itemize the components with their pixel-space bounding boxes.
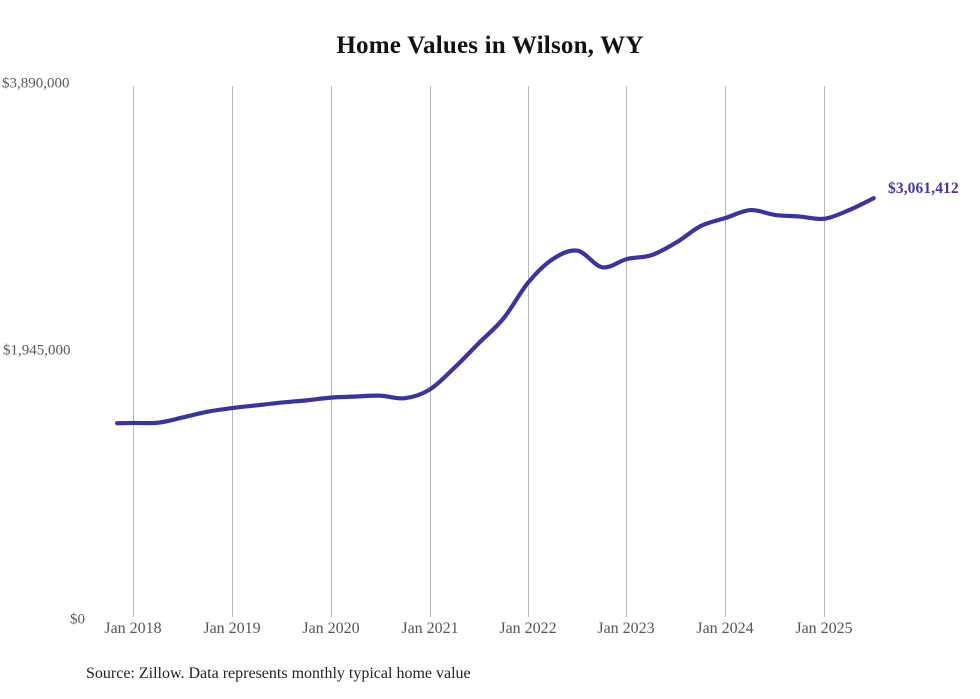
end-value-annotation: $3,061,412 <box>888 180 959 197</box>
chart-caption: Source: Zillow. Data represents monthly … <box>86 665 471 682</box>
x-tick-label-jan-2021: Jan 2021 <box>401 620 459 637</box>
home-value-line <box>114 196 876 426</box>
gridlines <box>133 86 825 617</box>
y-tick-label-top: $3,890,000 <box>2 75 70 92</box>
x-tick-label-jan-2022: Jan 2022 <box>499 620 557 637</box>
x-tick-label-jan-2020: Jan 2020 <box>302 620 360 637</box>
x-tick-label-jan-2018: Jan 2018 <box>104 620 162 637</box>
x-tick-label-jan-2025: Jan 2025 <box>795 620 853 637</box>
y-tick-label-mid: $1,945,000 <box>3 342 71 359</box>
x-tick-label-jan-2023: Jan 2023 <box>597 620 655 637</box>
chart-title: Home Values in Wilson, WY <box>336 32 644 59</box>
x-tick-label-jan-2019: Jan 2019 <box>203 620 261 637</box>
x-tick-label-jan-2024: Jan 2024 <box>696 620 754 637</box>
y-tick-label-bottom: $0 <box>70 611 85 628</box>
